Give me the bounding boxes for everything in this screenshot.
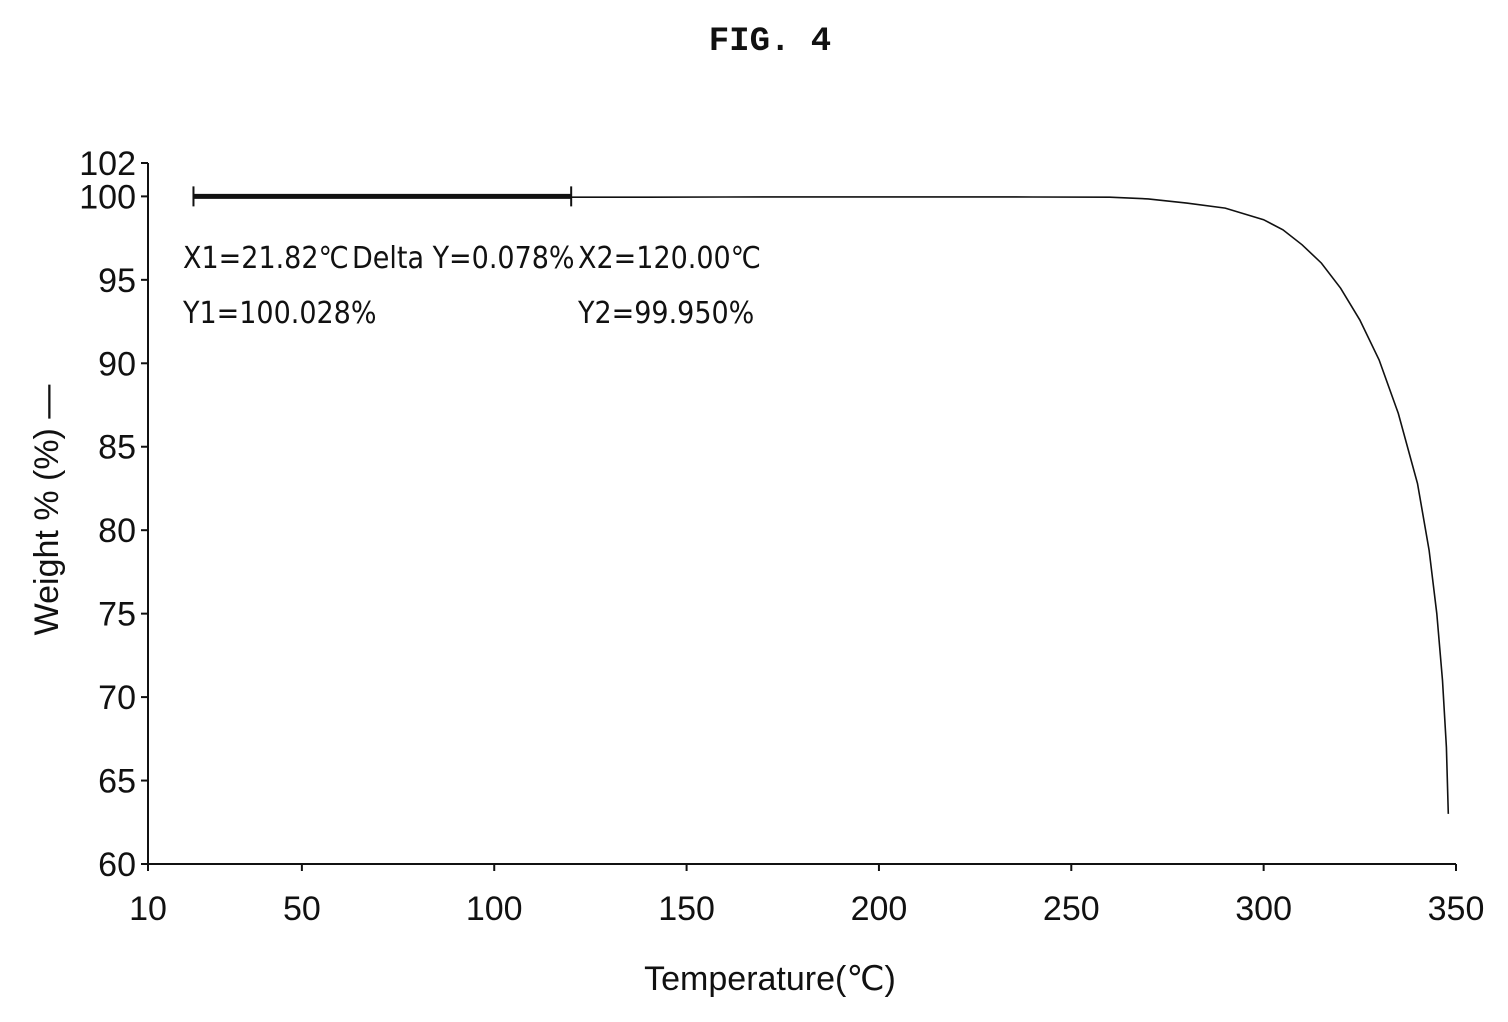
- label-delta-y: Delta Y=0.078%: [352, 241, 575, 276]
- y-tick-label: 85: [98, 429, 136, 467]
- y-tick-label: 90: [98, 345, 136, 383]
- series-line-1: [193, 195, 1450, 814]
- x-tick-label: 150: [658, 890, 715, 928]
- figure-label: FIG. 4: [709, 23, 831, 61]
- y-tick-label: 75: [98, 596, 136, 634]
- x-tick-label: 300: [1235, 890, 1292, 928]
- label-y1: Y1=100.028%: [182, 296, 377, 331]
- x-tick-label: 350: [1428, 890, 1485, 928]
- y-tick-label: 60: [98, 846, 136, 884]
- x-axis-label: Temperature(℃): [644, 960, 896, 998]
- y-tick-label: 95: [98, 262, 136, 300]
- x-tick-label: 200: [851, 890, 908, 928]
- measurement-annotation: [192, 186, 573, 207]
- y-tick-label: 102: [79, 145, 136, 183]
- y-tick-label: 70: [98, 679, 136, 717]
- label-y2: Y2=99.950%: [577, 296, 754, 331]
- x-tick-label: 100: [466, 890, 523, 928]
- y-axis-label: Weight % (%) —: [28, 385, 66, 636]
- x-tick-label: 10: [129, 890, 167, 928]
- series-layer: [193, 195, 1450, 814]
- x-tick-label: 50: [283, 890, 321, 928]
- label-x2: X2=120.00℃: [578, 241, 761, 276]
- label-x1: X1=21.82℃: [183, 241, 349, 276]
- x-tick-label: 250: [1043, 890, 1100, 928]
- y-tick-label: 100: [79, 178, 136, 216]
- x-ticks: 10 50 100 150 200 250 300 350: [129, 864, 1484, 928]
- y-tick-label: 65: [98, 763, 136, 801]
- y-tick-label: 80: [98, 512, 136, 550]
